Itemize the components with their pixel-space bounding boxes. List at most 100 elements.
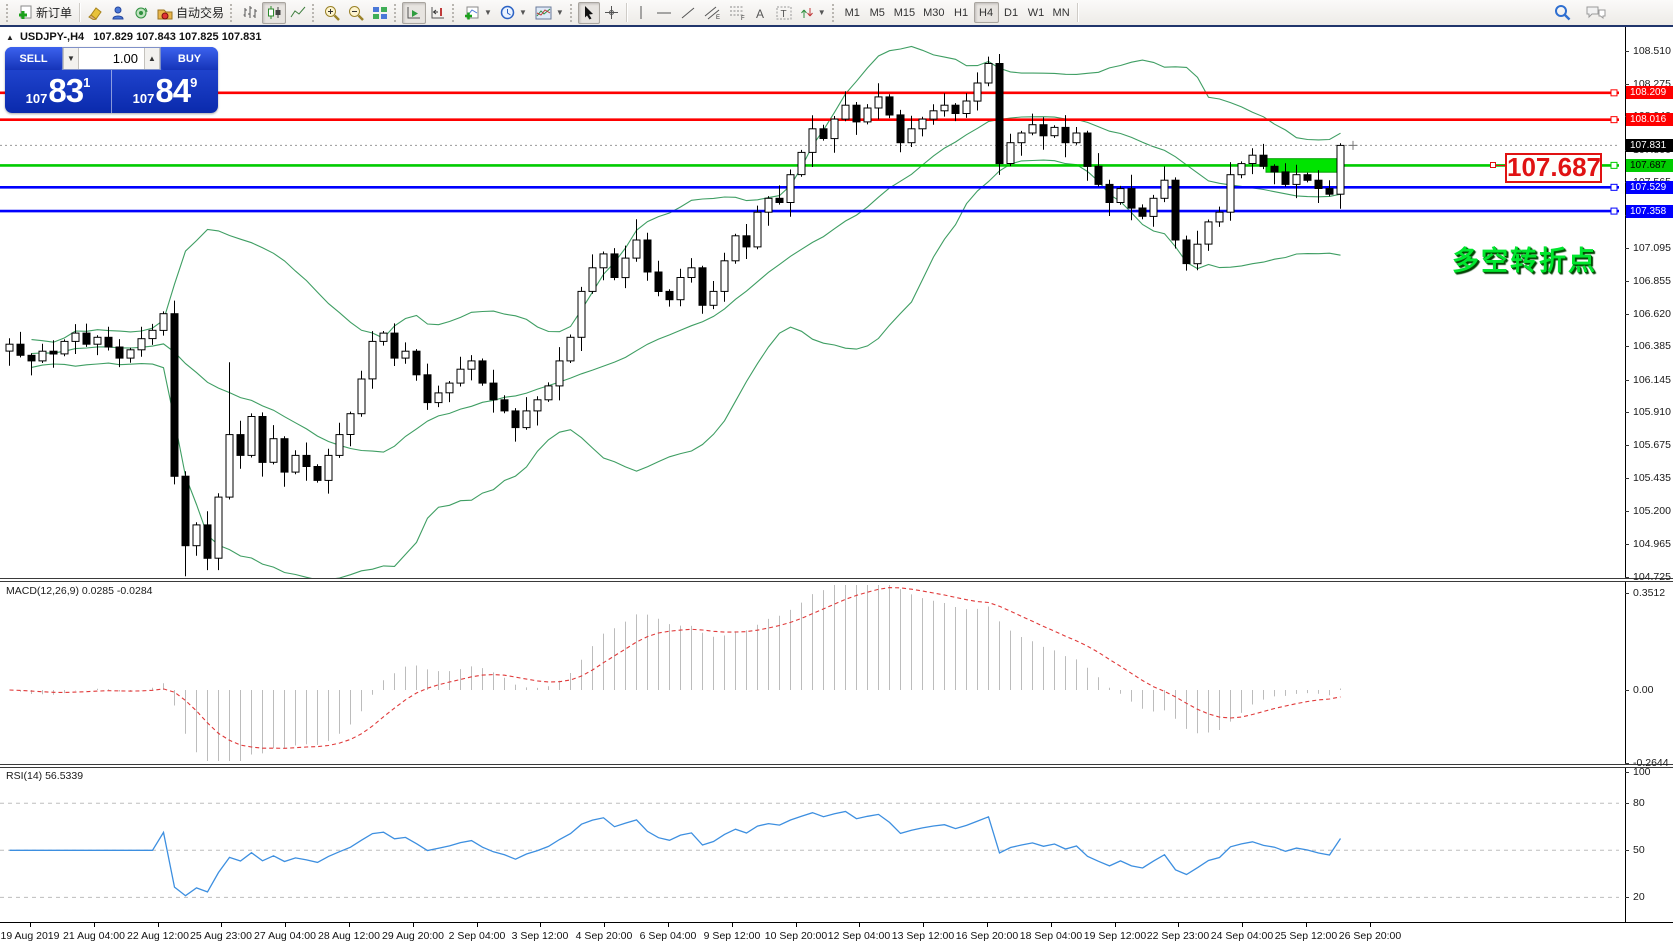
news-button[interactable]	[130, 2, 153, 24]
time-label: 27 Aug 04:00	[254, 930, 316, 942]
search-icon[interactable]	[1554, 4, 1571, 21]
line-chart-icon	[290, 6, 306, 18]
periods-icon	[500, 5, 515, 20]
macd-tick: -0.2644	[1625, 757, 1669, 769]
new-order-label: 新订单	[36, 6, 73, 20]
news-icon	[135, 7, 148, 19]
candlestick-chart-icon	[268, 6, 281, 19]
time-tick	[923, 923, 924, 927]
vertical-line-button[interactable]	[630, 2, 652, 24]
templates-icon	[535, 6, 552, 19]
time-label: 18 Sep 04:00	[1019, 930, 1083, 942]
horizontal-line-button[interactable]	[652, 2, 676, 24]
time-tick	[413, 923, 414, 927]
current-price-badge: 107.831	[1626, 139, 1673, 152]
arrows-button[interactable]: ▼	[796, 2, 830, 24]
timeframe-m15[interactable]: M15	[893, 6, 916, 19]
line-chart-button[interactable]	[286, 2, 310, 24]
timeframe-mn[interactable]: MN	[1052, 6, 1070, 19]
sell-button[interactable]: SELL	[5, 47, 62, 70]
price-tick: 108.510	[1625, 45, 1671, 57]
fibonacci-button[interactable]: F	[725, 2, 750, 24]
templates-button[interactable]: ▼	[531, 2, 568, 24]
timeframe-h4[interactable]: H4	[973, 2, 999, 23]
rsi-tick: 100	[1625, 766, 1651, 778]
time-tick	[221, 923, 222, 927]
time-label: 29 Aug 20:00	[382, 930, 444, 942]
pane-separator[interactable]	[0, 764, 1673, 768]
time-axis[interactable]: 19 Aug 2019 21 Aug 04:00 22 Aug 12:00 25 Au…	[0, 922, 1673, 949]
buy-price[interactable]: 107 84 9	[132, 72, 198, 109]
rsi-pane[interactable]	[0, 767, 1625, 922]
main-chart-canvas[interactable]	[0, 27, 1625, 578]
sell-price[interactable]: 107 83 1	[5, 70, 112, 113]
time-label: 4 Sep 20:00	[575, 930, 633, 942]
pane-separator[interactable]	[0, 578, 1673, 582]
chat-icon[interactable]	[1585, 5, 1607, 21]
autotrade-button[interactable]: 自动交易	[153, 2, 228, 24]
time-label: 26 Sep 20:00	[1338, 930, 1402, 942]
auto-scroll-button[interactable]	[402, 1, 427, 24]
arrows-icon	[800, 7, 813, 18]
time-tick	[668, 923, 669, 927]
indicators-button[interactable]: ▼	[460, 2, 496, 24]
time-tick	[349, 923, 350, 927]
collapse-panel-arrow[interactable]: ▲	[6, 33, 14, 42]
periods-button[interactable]: ▼	[496, 2, 531, 24]
chart-shift-button[interactable]	[426, 2, 450, 24]
time-tick	[987, 923, 988, 927]
price-axis[interactable]: 108.510108.275108.040107.800107.565107.3…	[1625, 27, 1673, 922]
equidistant-channel-button[interactable]: E	[700, 2, 725, 24]
price-label-anchor[interactable]	[1490, 162, 1496, 168]
price-tick: 106.855	[1625, 275, 1671, 287]
volume-input[interactable]: 1.00	[112, 51, 138, 66]
one-click-trading-panel: SELL ▼ 1.00 ▲ BUY 107 83 1 107 84 9	[5, 47, 218, 113]
chart-window: 108.510108.275108.040107.800107.565107.3…	[0, 27, 1673, 949]
dropdown-arrow: ▼	[555, 8, 564, 17]
text-label-button[interactable]: T	[772, 2, 796, 24]
zoom-in-icon	[325, 5, 340, 21]
zoom-in-button[interactable]	[320, 2, 344, 24]
rsi-tick: 20	[1625, 891, 1645, 903]
chart-title: ▲ USDJPY-,H4 107.829 107.843 107.825 107…	[6, 31, 261, 43]
volume-decrease-button[interactable]: ▼	[63, 48, 79, 69]
chart-note-text[interactable]: 多空转折点	[1452, 246, 1597, 276]
tile-windows-icon	[373, 6, 388, 19]
cursor-button[interactable]	[577, 1, 600, 24]
dropdown-arrow: ▼	[484, 8, 492, 17]
time-tick	[1115, 923, 1116, 927]
time-label: 22 Sep 23:00	[1146, 930, 1210, 942]
new-order-button[interactable]: 新订单	[14, 2, 76, 24]
macd-pane[interactable]	[0, 582, 1625, 764]
bar-chart-icon	[243, 6, 258, 18]
buy-button[interactable]: BUY	[161, 47, 218, 70]
timeframe-w1[interactable]: W1	[1027, 6, 1045, 19]
zoom-out-icon	[349, 5, 364, 21]
bar-chart-button[interactable]	[238, 2, 262, 24]
eraser-button[interactable]	[83, 2, 107, 24]
level-price-badge: 107.358	[1626, 205, 1673, 218]
new-order-icon	[19, 5, 32, 19]
profile-icon	[112, 6, 124, 20]
volume-increase-button[interactable]: ▲	[144, 48, 160, 69]
rsi-label: RSI(14) 56.5339	[6, 770, 84, 782]
timeframe-h1[interactable]: H1	[954, 6, 969, 19]
timeframe-m5[interactable]: M5	[869, 6, 885, 19]
timeframe-m30[interactable]: M30	[923, 6, 945, 19]
dropdown-arrow: ▼	[817, 8, 826, 17]
time-label: 13 Sep 12:00	[891, 930, 955, 942]
candlestick-chart-button[interactable]	[262, 1, 287, 24]
time-label: 3 Sep 12:00	[511, 930, 569, 942]
trendline-button[interactable]	[676, 2, 700, 24]
profile-button[interactable]	[107, 2, 130, 24]
timeframe-d1[interactable]: D1	[1004, 6, 1019, 19]
price-level-label[interactable]: 107.687	[1505, 152, 1602, 183]
crosshair-button[interactable]	[600, 2, 623, 24]
tile-windows-button[interactable]	[368, 2, 392, 24]
timeframe-m1[interactable]: M1	[844, 6, 860, 19]
zoom-out-button[interactable]	[344, 2, 368, 24]
time-tick	[1051, 923, 1052, 927]
text-button[interactable]: A	[750, 2, 772, 24]
autotrade-icon	[157, 9, 173, 19]
price-tick: 107.095	[1625, 242, 1671, 254]
